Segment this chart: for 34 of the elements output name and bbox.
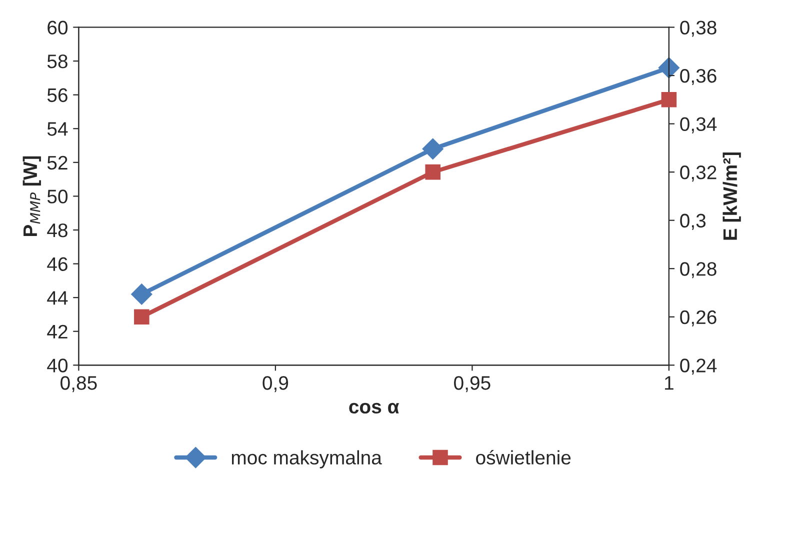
point [658,57,680,78]
x-tick-label: 1 [665,376,674,390]
y-tick-label: 52 [47,156,68,170]
legend-label: moc maksymalna [232,450,382,468]
y-tick-label: 42 [47,324,68,338]
legend-label: oświetlenie [476,450,571,465]
y2-axis-title: E [kW/m²] [722,152,741,240]
point [425,164,440,180]
x-tick-label: 0,85 [60,376,97,392]
y-tick-label: 46 [47,257,68,272]
y2-tick-label: 0,28 [680,262,716,278]
y-tick-label: 40 [47,358,68,372]
y2-tick-label: 0,36 [680,68,716,86]
point [661,92,677,108]
y2-tick-label: 0,3 [680,214,706,230]
y-tick-label: 50 [47,190,68,204]
y-tick-label: 58 [47,54,68,68]
y2-tick-label: 0,24 [680,358,717,375]
point [131,284,152,305]
x-axis-title: cos α [349,402,400,414]
y2-tick-label: 0,34 [680,117,717,134]
y-tick-label: 44 [47,291,68,305]
point [422,138,444,160]
y2-tick-label: 0,32 [680,166,716,182]
y2-tick-label: 0,38 [680,20,716,37]
y2-tick-label: 0,26 [680,310,716,326]
y-axis-title: P$_{MMP}$ [W] [22,156,41,236]
y-tick-label: 60 [48,20,68,34]
x-tick-label: 0,9 [262,376,288,392]
y-tick-label: 48 [47,223,68,238]
point [134,309,150,325]
y-tick-label: 54 [47,122,68,136]
y-tick-label: 56 [47,88,68,102]
x-tick-label: 0,95 [454,376,490,392]
